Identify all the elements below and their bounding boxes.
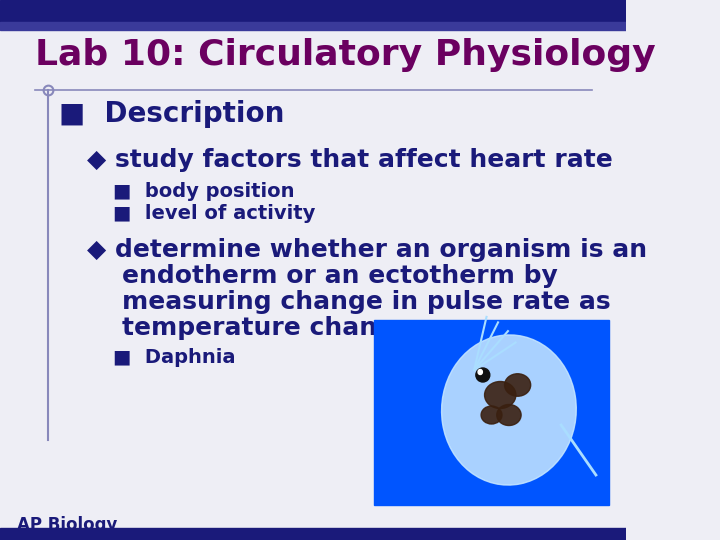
Text: ■  body position: ■ body position xyxy=(113,182,294,201)
Bar xyxy=(0,22,626,30)
Text: AP Biology: AP Biology xyxy=(17,516,118,534)
Text: ■  Daphnia: ■ Daphnia xyxy=(113,348,235,367)
Text: endotherm or an ectotherm by: endotherm or an ectotherm by xyxy=(87,264,558,288)
Text: ■  Description: ■ Description xyxy=(59,100,284,128)
Ellipse shape xyxy=(497,404,521,426)
Text: ◆ study factors that affect heart rate: ◆ study factors that affect heart rate xyxy=(87,148,613,172)
Bar xyxy=(0,528,626,540)
Ellipse shape xyxy=(478,369,482,375)
Ellipse shape xyxy=(485,381,516,408)
Text: temperature changes: temperature changes xyxy=(87,316,427,340)
Bar xyxy=(0,0,626,22)
Bar xyxy=(374,320,609,505)
Text: ■  level of activity: ■ level of activity xyxy=(113,204,315,223)
Ellipse shape xyxy=(481,406,502,424)
Ellipse shape xyxy=(505,374,531,396)
Text: measuring change in pulse rate as: measuring change in pulse rate as xyxy=(87,290,611,314)
Ellipse shape xyxy=(441,335,576,485)
Text: ◆ determine whether an organism is an: ◆ determine whether an organism is an xyxy=(87,238,647,262)
Text: Lab 10: Circulatory Physiology: Lab 10: Circulatory Physiology xyxy=(35,38,655,72)
Ellipse shape xyxy=(476,368,490,382)
